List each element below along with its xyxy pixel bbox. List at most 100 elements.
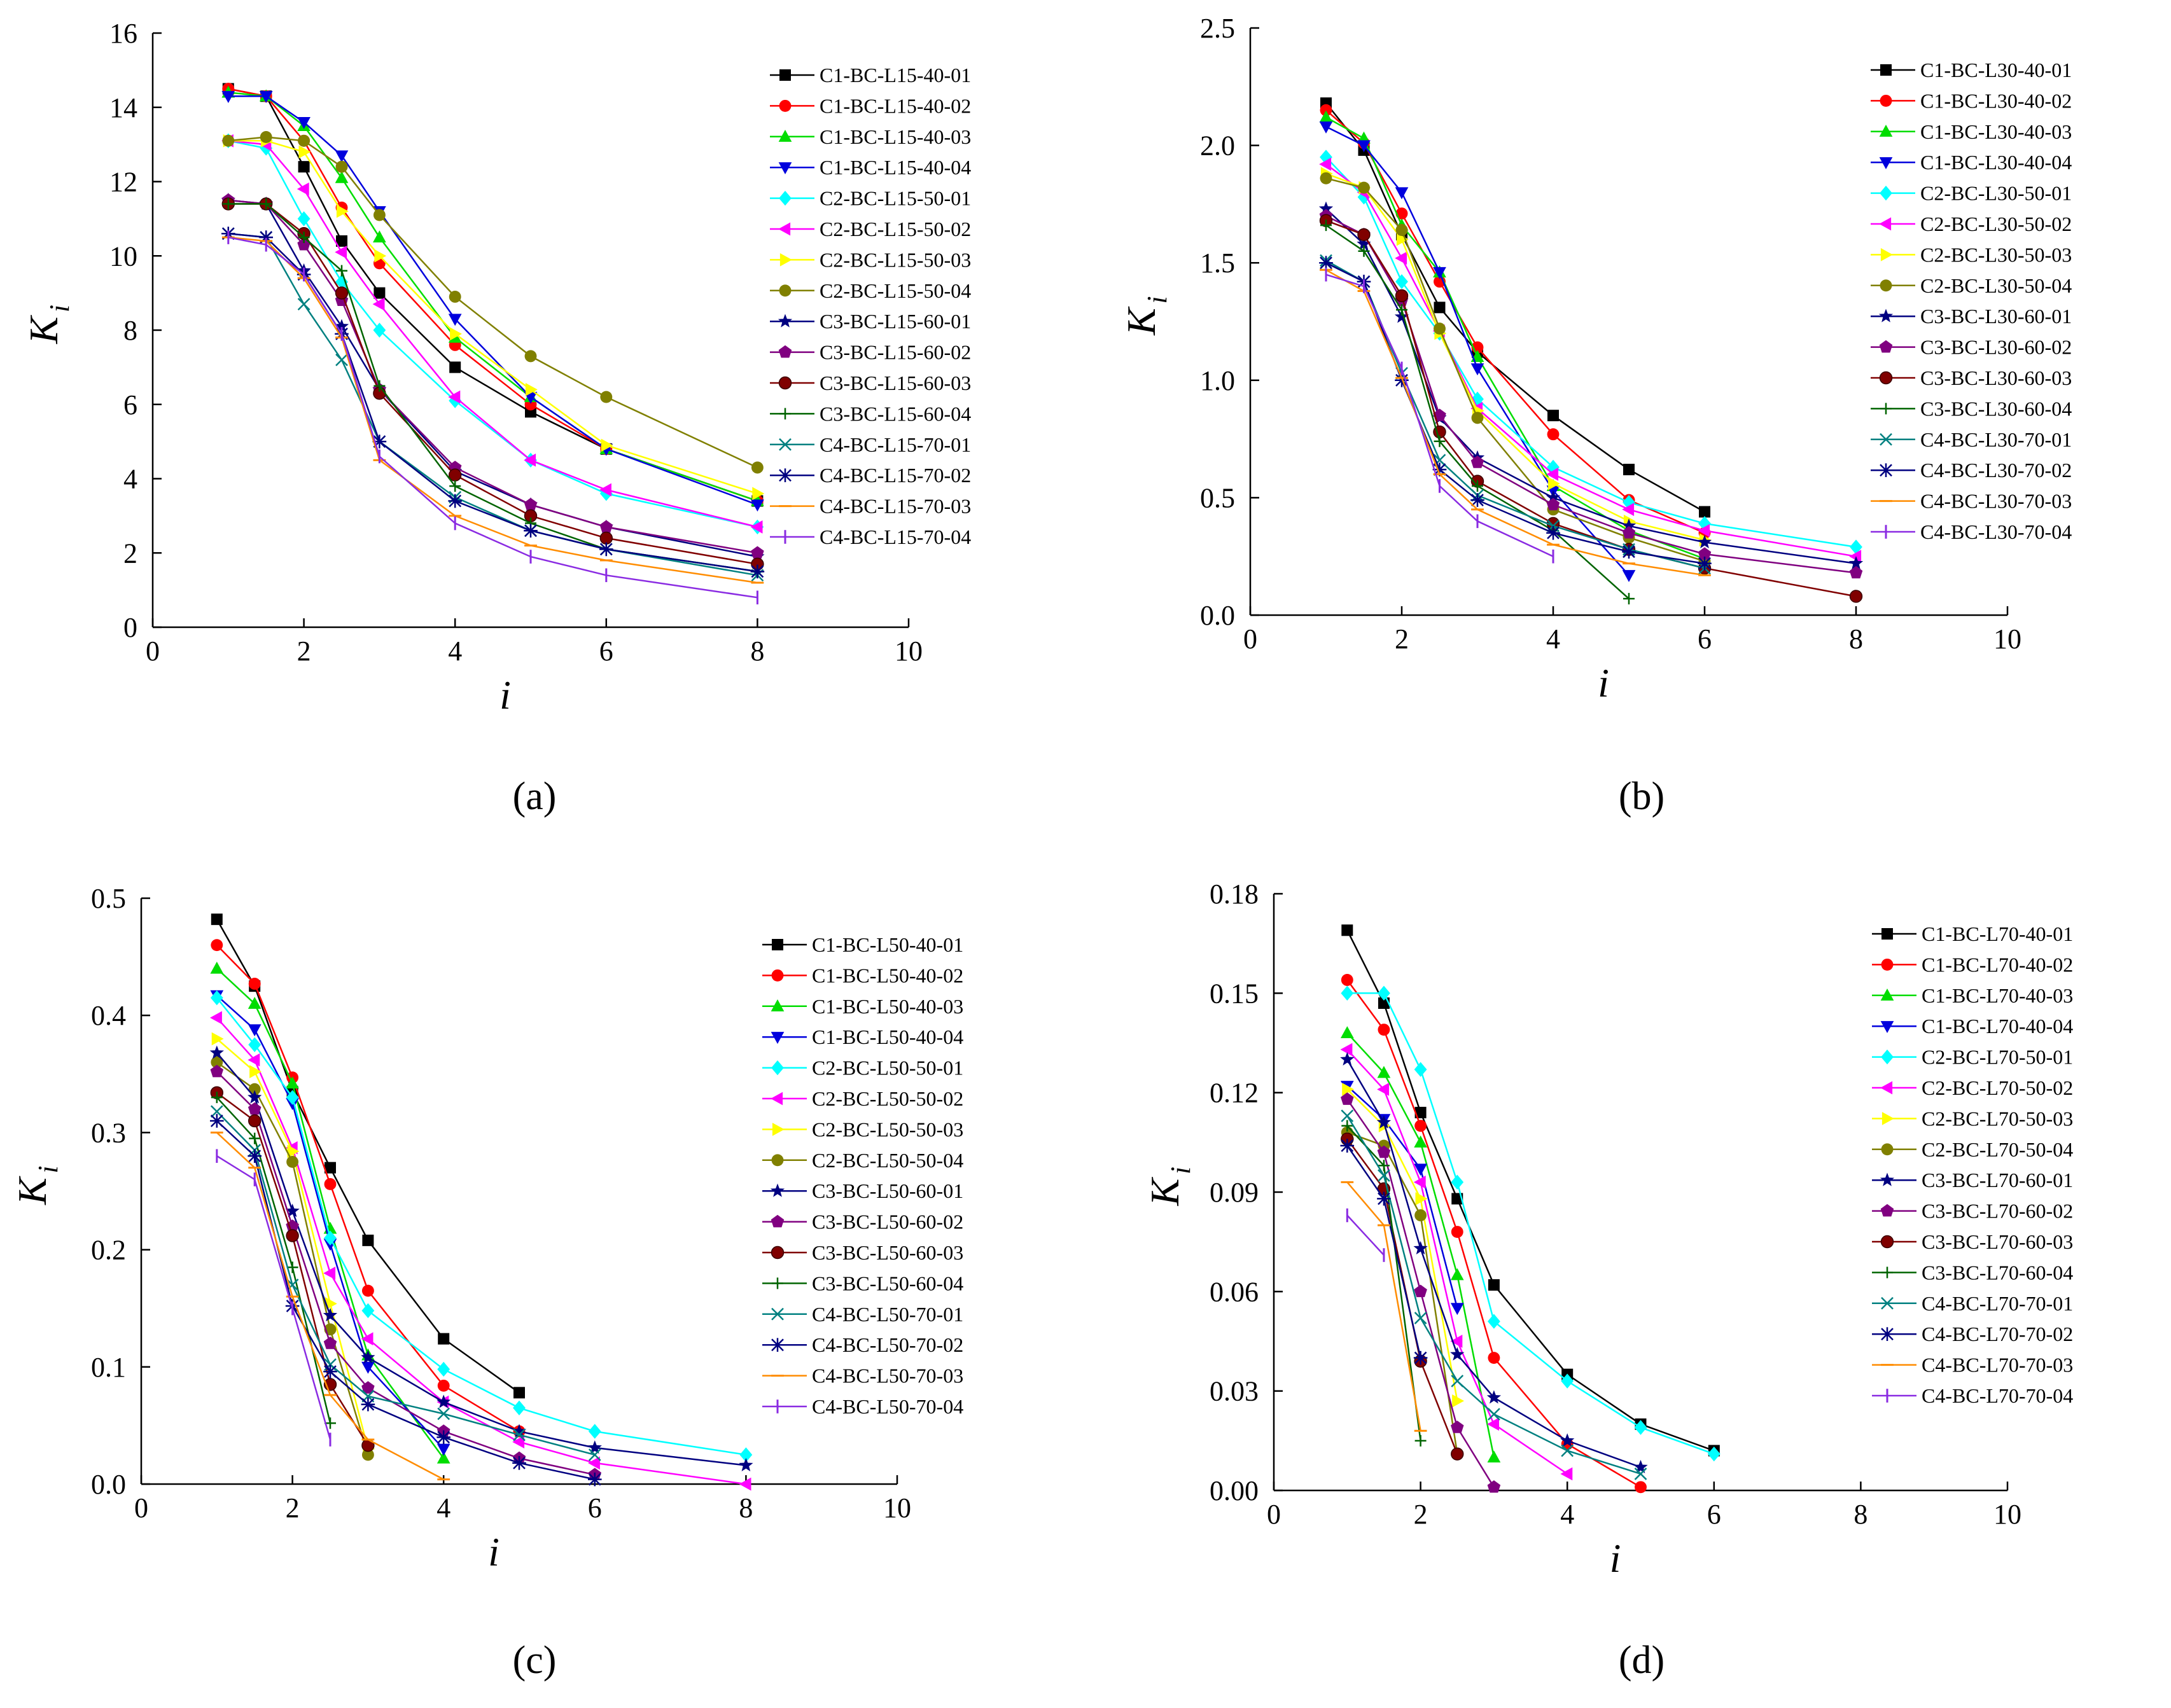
- legend-label: C3-BC-L15-60-02: [820, 341, 971, 364]
- data-point: [1698, 547, 1712, 560]
- data-point: [1413, 1350, 1428, 1365]
- data-point: [751, 499, 764, 512]
- data-point: [436, 1430, 450, 1445]
- data-point: [1488, 1314, 1500, 1329]
- legend-marker: [771, 1060, 784, 1076]
- data-point: [297, 211, 311, 226]
- data-point: [1471, 391, 1484, 407]
- y-tick-label: 0.18: [1210, 878, 1259, 910]
- data-point: [335, 160, 348, 173]
- series-C4-BC-L70-70-02: [1340, 1139, 1428, 1365]
- data-point: [210, 1011, 222, 1025]
- series-line: [1346, 1132, 1458, 1454]
- data-point: [739, 1457, 753, 1471]
- data-point: [599, 531, 613, 545]
- series-line: [216, 1097, 332, 1424]
- data-point: [1340, 1026, 1354, 1038]
- x-tick-label: 0: [134, 1492, 148, 1524]
- legend-marker: [1881, 1112, 1894, 1125]
- data-point: [1358, 181, 1370, 194]
- series-C3-BC-L70-60-01: [1340, 1052, 1648, 1473]
- x-axis-title: i: [1610, 1536, 1621, 1581]
- legend-label: C3-BC-L50-60-04: [812, 1272, 963, 1295]
- data-point: [361, 1381, 375, 1394]
- legend-label: C1-BC-L30-40-01: [1920, 59, 2072, 81]
- legend-label: C1-BC-L50-40-03: [812, 995, 963, 1018]
- data-point: [286, 1229, 299, 1242]
- legend-label: C3-BC-L70-60-01: [1922, 1169, 2073, 1191]
- legend-marker: [1880, 1021, 1894, 1033]
- data-point: [325, 1296, 337, 1310]
- data-point: [512, 1435, 525, 1449]
- legend-label: C1-BC-L70-40-02: [1922, 953, 2073, 976]
- series-line: [1325, 172, 1705, 541]
- legend-marker: [1880, 185, 1892, 201]
- data-point: [373, 209, 386, 221]
- series-C2-BC-L15-50-02: [221, 134, 763, 534]
- x-tick-label: 6: [588, 1492, 602, 1524]
- y-tick-label: 14: [109, 92, 137, 123]
- data-point: [287, 1144, 300, 1158]
- data-point: [325, 1417, 336, 1429]
- data-point: [248, 996, 262, 1009]
- panel-2: 0 2 4 6 8 100.00.10.20.30.40.5iKiC1-BC-L50-40…: [10, 883, 963, 1682]
- legend-label: C1-BC-L50-40-04: [812, 1025, 963, 1048]
- legend-label: C3-BC-L70-60-03: [1922, 1230, 2073, 1253]
- data-point: [248, 1083, 261, 1095]
- data-point: [1395, 274, 1408, 289]
- data-point: [1395, 187, 1409, 200]
- series-C3-BC-L50-60-02: [210, 1064, 602, 1481]
- data-point: [298, 145, 311, 159]
- data-point: [373, 380, 386, 392]
- series-line: [1346, 1085, 1458, 1309]
- data-point: [336, 265, 347, 277]
- data-point: [1698, 524, 1710, 538]
- legend-label: C4-BC-L15-70-03: [820, 495, 971, 518]
- y-tick-label: 0.3: [91, 1117, 126, 1148]
- x-tick-label: 4: [1546, 623, 1560, 655]
- series-line: [1325, 274, 1554, 557]
- data-point: [210, 961, 224, 974]
- series-line: [216, 1071, 596, 1476]
- data-point: [335, 150, 349, 163]
- data-point: [221, 91, 235, 104]
- data-point: [513, 1400, 526, 1415]
- data-point: [361, 1332, 373, 1345]
- legend-label: C4-BC-L15-70-02: [820, 464, 971, 487]
- data-point: [1850, 539, 1862, 555]
- legend-label: C2-BC-L15-50-04: [820, 279, 971, 302]
- legend-marker: [772, 1277, 783, 1289]
- data-point: [248, 1037, 262, 1052]
- data-point: [1342, 1083, 1355, 1096]
- data-point: [1320, 172, 1332, 184]
- data-point: [1488, 1352, 1500, 1364]
- series-line: [1346, 1115, 1641, 1475]
- legend-marker: [771, 1246, 785, 1260]
- data-point: [361, 1361, 375, 1374]
- legend-marker: [771, 1092, 783, 1106]
- series-C2-BC-L50-50-04: [211, 1056, 374, 1461]
- data-point: [1450, 1303, 1464, 1316]
- series-C3-BC-L15-60-03: [221, 197, 764, 571]
- data-point: [1377, 1191, 1391, 1206]
- data-point: [739, 1447, 753, 1462]
- legend-label: C4-BC-L30-70-03: [1920, 490, 2072, 513]
- legend-marker: [771, 999, 785, 1011]
- data-point: [323, 1337, 337, 1349]
- y-axis-title: Ki: [10, 1165, 64, 1205]
- y-tick-label: 0.15: [1210, 978, 1259, 1009]
- data-point: [1340, 1052, 1355, 1066]
- data-point: [1414, 1312, 1427, 1324]
- y-tick-label: 0.5: [91, 883, 126, 914]
- series-line: [1346, 1214, 1385, 1256]
- data-point: [1340, 1043, 1353, 1057]
- legend-label: C4-BC-L15-70-04: [820, 525, 971, 548]
- data-point: [1395, 289, 1409, 303]
- series-C4-BC-L30-70-01: [1320, 254, 1711, 575]
- data-point: [1450, 1268, 1464, 1281]
- data-point: [588, 1424, 601, 1439]
- legend-label: C1-BC-L15-40-04: [820, 156, 971, 179]
- data-point: [1623, 464, 1635, 476]
- data-point: [1546, 468, 1559, 481]
